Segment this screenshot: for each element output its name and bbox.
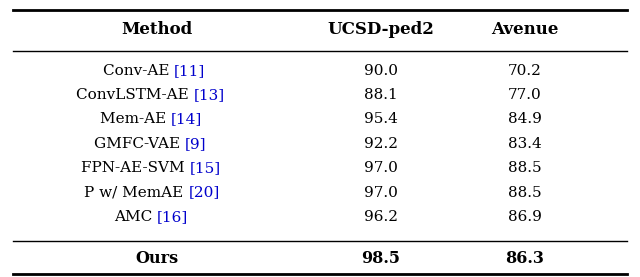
Text: Mem-AE: Mem-AE <box>100 112 171 126</box>
Text: [15]: [15] <box>189 161 221 175</box>
Text: Mem-AE [14]: Mem-AE [14] <box>106 112 208 126</box>
Text: 77.0: 77.0 <box>508 88 541 102</box>
Text: Avenue: Avenue <box>491 20 559 38</box>
Text: 95.4: 95.4 <box>364 112 397 126</box>
Text: AMC [16]: AMC [16] <box>120 210 194 224</box>
Text: 70.2: 70.2 <box>508 64 541 78</box>
Text: GMFC-VAE [9]: GMFC-VAE [9] <box>100 137 213 151</box>
Text: ConvLSTM-AE [13]: ConvLSTM-AE [13] <box>83 88 231 102</box>
Text: AMC: AMC <box>114 210 157 224</box>
Text: [14]: [14] <box>171 112 202 126</box>
Text: 88.1: 88.1 <box>364 88 397 102</box>
Text: Method: Method <box>121 20 193 38</box>
Text: 98.5: 98.5 <box>362 250 400 268</box>
Text: FPN-AE-SVM: FPN-AE-SVM <box>81 161 189 175</box>
Text: 86.9: 86.9 <box>508 210 541 224</box>
Text: 97.0: 97.0 <box>364 186 397 199</box>
Text: [20]: [20] <box>188 186 220 199</box>
Text: Ours: Ours <box>135 250 179 268</box>
Text: 88.5: 88.5 <box>508 161 541 175</box>
Text: Conv-AE [11]: Conv-AE [11] <box>106 64 208 78</box>
Text: UCSD-ped2: UCSD-ped2 <box>328 20 434 38</box>
Text: FPN-AE-SVM [15]: FPN-AE-SVM [15] <box>87 161 227 175</box>
Text: P w/ MemAE [20]: P w/ MemAE [20] <box>89 186 225 199</box>
Text: 92.2: 92.2 <box>364 137 398 151</box>
Text: 88.5: 88.5 <box>508 186 541 199</box>
Text: 97.0: 97.0 <box>364 161 397 175</box>
Text: P w/ MemAE: P w/ MemAE <box>84 186 188 199</box>
Text: ConvLSTM-AE: ConvLSTM-AE <box>76 88 194 102</box>
Text: 96.2: 96.2 <box>364 210 398 224</box>
Text: 86.3: 86.3 <box>506 250 544 268</box>
Text: 84.9: 84.9 <box>508 112 541 126</box>
Text: 83.4: 83.4 <box>508 137 541 151</box>
Text: [16]: [16] <box>157 210 188 224</box>
Text: [13]: [13] <box>194 88 225 102</box>
Text: GMFC-VAE: GMFC-VAE <box>94 137 185 151</box>
Text: Conv-AE: Conv-AE <box>102 64 174 78</box>
Text: [11]: [11] <box>174 64 205 78</box>
Text: 90.0: 90.0 <box>364 64 398 78</box>
Text: [9]: [9] <box>185 137 207 151</box>
